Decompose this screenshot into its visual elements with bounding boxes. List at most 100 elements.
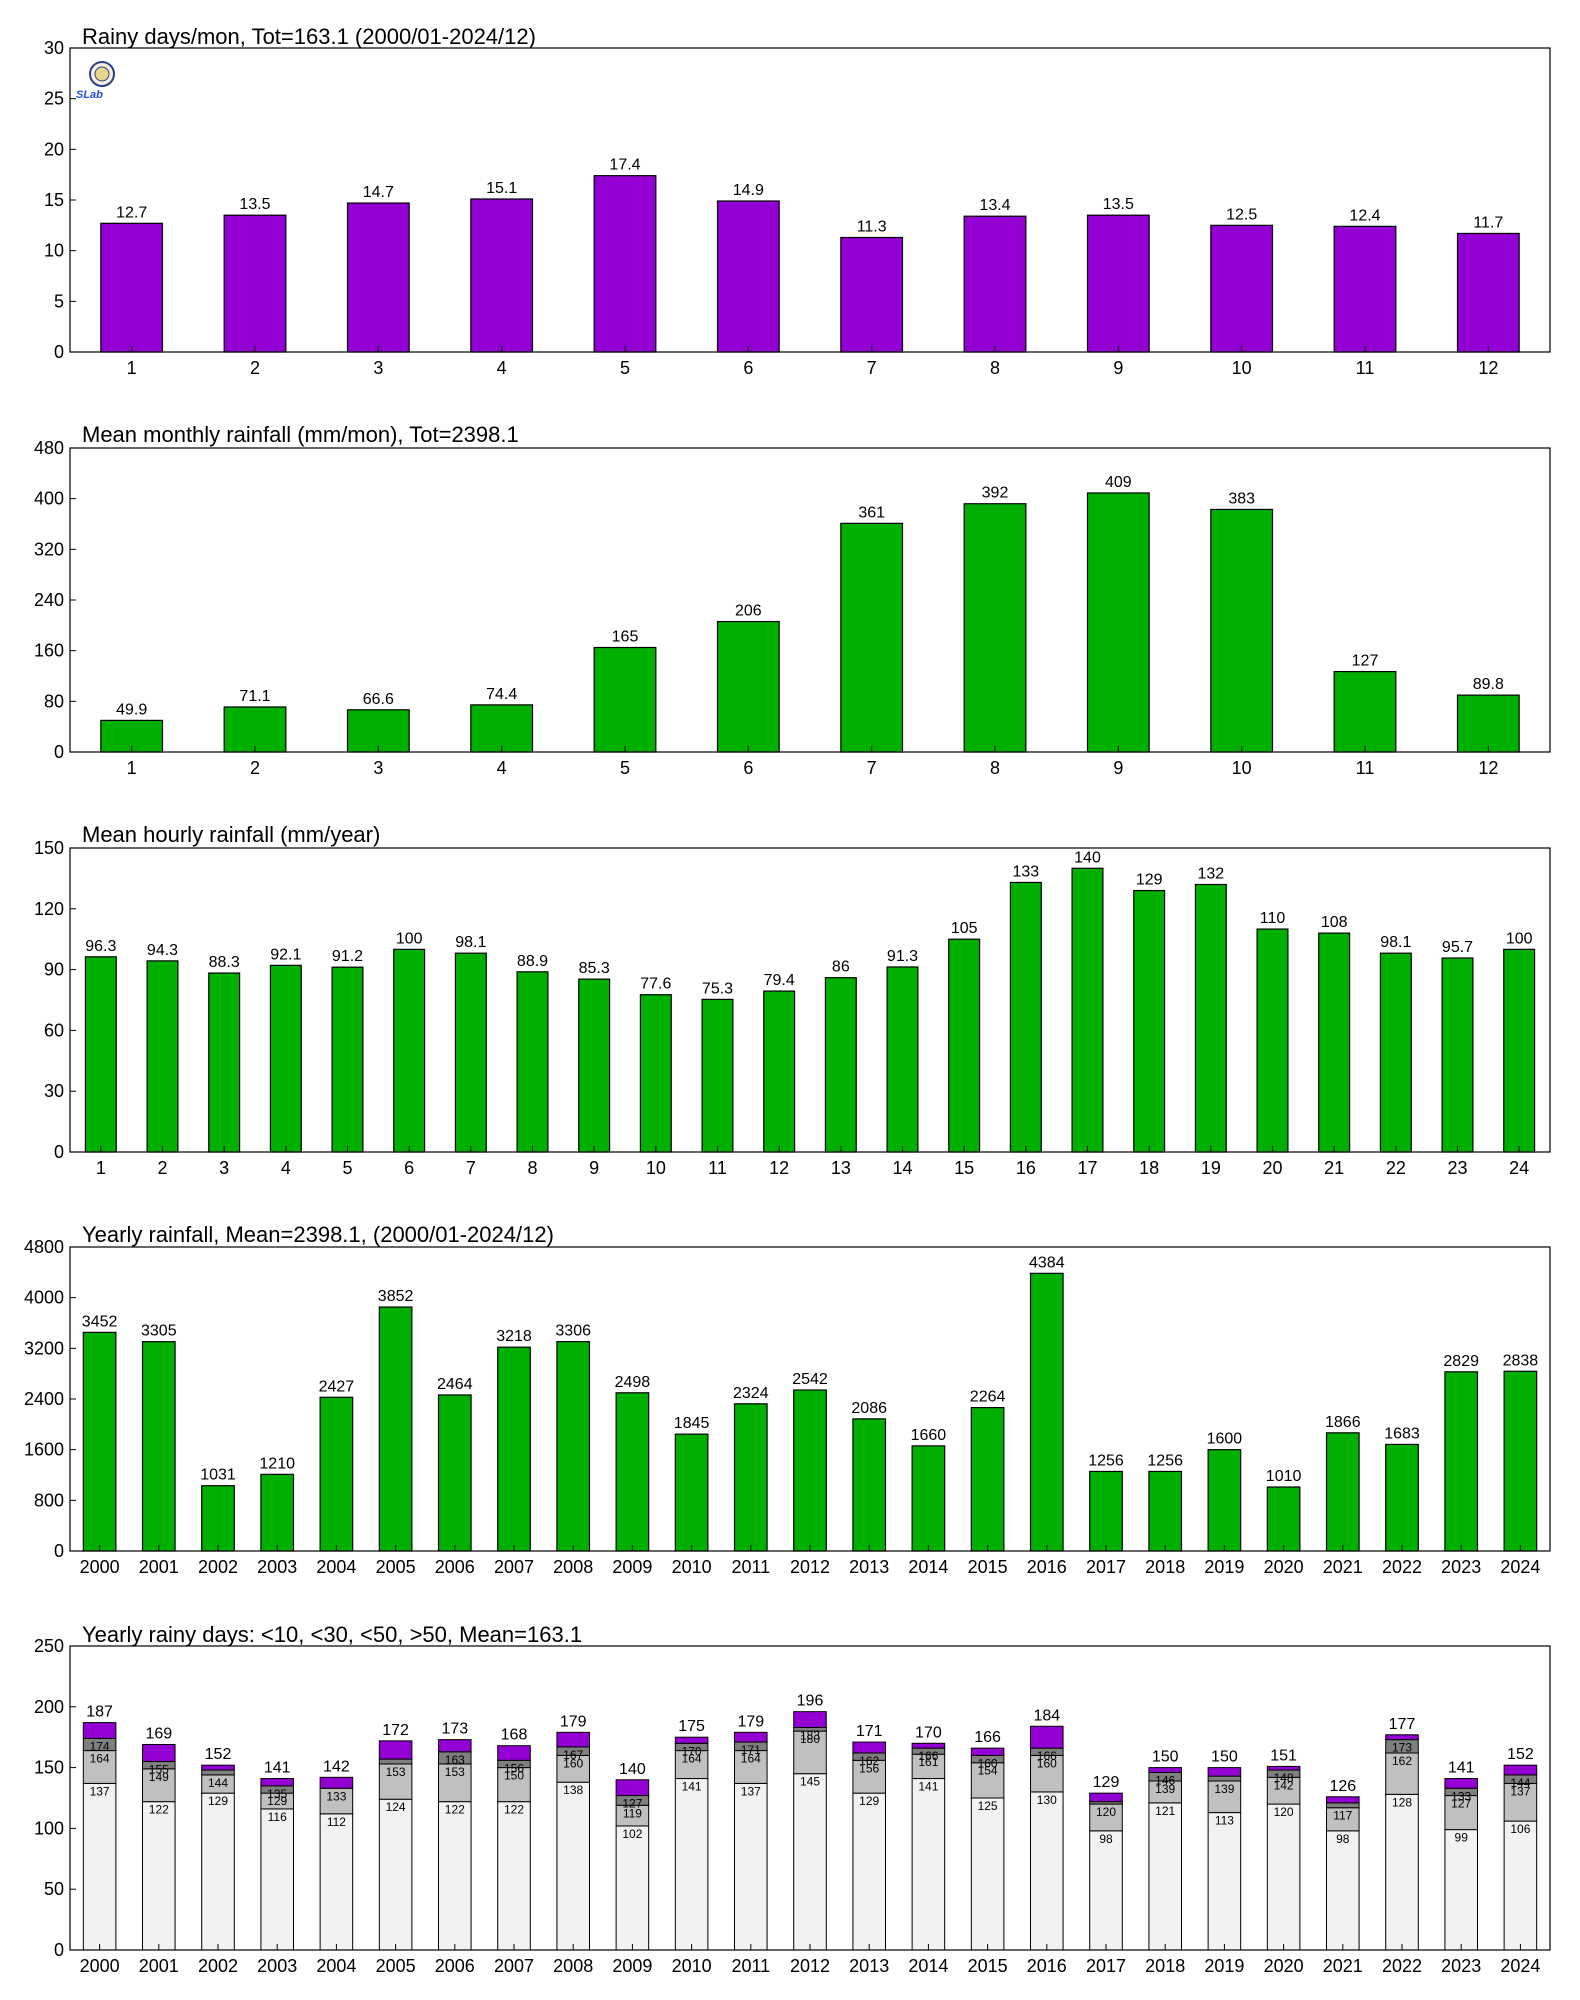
bar-value-label: 3305	[141, 1323, 177, 1340]
x-tick-label: 2019	[1204, 1956, 1244, 1976]
bar	[201, 1485, 235, 1552]
x-tick-label: 3	[219, 1158, 229, 1178]
bar-segment-lt30	[1030, 1754, 1064, 1793]
y-tick-label: 0	[54, 1142, 64, 1162]
x-tick-label: 2017	[1086, 1956, 1126, 1976]
bar-value-label: 4384	[1029, 1254, 1065, 1271]
x-tick-label: 1	[127, 358, 137, 378]
stack-label-lt30: 164	[682, 1752, 702, 1766]
bar-value-label: 1600	[1207, 1431, 1243, 1448]
stack-label-lt30: 164	[741, 1752, 761, 1766]
stack-label-lt30: 129	[267, 1794, 287, 1808]
stack-total-label: 187	[86, 1704, 113, 1721]
bar-segment-lt50	[1207, 1775, 1242, 1782]
bar-segment-lt10	[793, 1773, 827, 1951]
bar-segment-lt10	[378, 1798, 413, 1951]
bar-segment-lt30	[378, 1763, 413, 1800]
bar-segment-lt10	[734, 1782, 768, 1951]
x-tick-label: 2024	[1500, 1557, 1540, 1577]
bar-value-label: 2464	[437, 1376, 473, 1393]
bar	[470, 198, 534, 353]
x-tick-label: 2018	[1145, 1557, 1185, 1577]
bar-value-label: 132	[1197, 865, 1224, 882]
x-tick-label: 12	[769, 1158, 789, 1178]
stack-label-lt50: 156	[504, 1761, 524, 1775]
bar-segment-lt10	[260, 1808, 294, 1951]
x-tick-label: 7	[466, 1158, 476, 1178]
bar-value-label: 98.1	[455, 934, 486, 951]
x-tick-label: 18	[1139, 1158, 1159, 1178]
bar	[1071, 867, 1104, 1153]
bar-segment-lt10	[497, 1801, 531, 1951]
plot-frame	[69, 47, 1551, 353]
x-tick-label: 2023	[1441, 1557, 1481, 1577]
bar	[593, 646, 657, 753]
bar	[593, 175, 657, 353]
x-tick-label: 2019	[1204, 1557, 1244, 1577]
x-tick-label: 2014	[908, 1956, 948, 1976]
x-tick-label: 2018	[1145, 1956, 1185, 1976]
bar	[701, 998, 734, 1153]
bar	[1148, 1470, 1183, 1552]
bar-value-label: 133	[1012, 863, 1039, 880]
y-tick-label: 20	[44, 139, 64, 159]
stack-label-lt50: 155	[149, 1763, 169, 1777]
bar-segment-lt10	[142, 1801, 176, 1951]
bar	[1009, 881, 1042, 1153]
bar	[852, 1418, 887, 1552]
stack-label-lt50: 144	[1510, 1776, 1530, 1790]
bar	[1503, 948, 1536, 1153]
chart-2-title: Mean monthly rainfall (mm/mon), Tot=2398…	[82, 422, 519, 447]
plot-frame	[69, 447, 1551, 753]
bar	[1194, 883, 1227, 1153]
y-tick-label: 200	[34, 1697, 64, 1717]
bar-value-label: 79.4	[764, 972, 795, 989]
bar-segment-gt50	[497, 1745, 531, 1761]
bar	[1133, 889, 1166, 1153]
bar-segment-lt10	[556, 1781, 590, 1951]
stack-label-lt50: 160	[978, 1756, 998, 1770]
bar	[1029, 1272, 1064, 1552]
bar-value-label: 13.5	[239, 196, 270, 213]
y-tick-label: 150	[34, 1758, 64, 1778]
x-tick-label: 7	[867, 758, 877, 778]
stack-label-lt10: 98	[1099, 1832, 1113, 1846]
x-tick-label: 6	[743, 358, 753, 378]
stack-label-lt30: 153	[445, 1765, 465, 1779]
y-tick-label: 90	[44, 960, 64, 980]
bar-value-label: 88.9	[517, 953, 548, 970]
bar	[146, 960, 179, 1153]
x-tick-label: 6	[743, 758, 753, 778]
bar	[733, 1403, 768, 1552]
x-tick-label: 14	[892, 1158, 912, 1178]
bar	[1441, 957, 1474, 1153]
x-tick-label: 4	[281, 1158, 291, 1178]
bar-value-label: 17.4	[609, 157, 640, 174]
bar	[674, 1433, 709, 1552]
stack-label-lt50: 148	[1274, 1771, 1294, 1785]
bar-value-label: 96.3	[85, 938, 116, 955]
bar-segment-lt30	[438, 1763, 472, 1803]
bar-segment-lt10	[615, 1825, 650, 1951]
stack-label-lt30: 144	[208, 1776, 228, 1790]
x-tick-label: 2004	[316, 1956, 356, 1976]
bar	[223, 706, 287, 753]
y-tick-label: 80	[44, 691, 64, 711]
bar-segment-gt50	[674, 1736, 709, 1744]
stack-label-lt10: 128	[1392, 1795, 1412, 1809]
stack-label-lt10: 122	[504, 1803, 524, 1817]
bar-segment-lt30	[970, 1762, 1005, 1799]
bar-segment-gt50	[852, 1741, 886, 1754]
bar-value-label: 91.3	[887, 948, 918, 965]
x-tick-label: 2022	[1382, 1956, 1422, 1976]
x-tick-label: 2012	[790, 1557, 830, 1577]
y-tick-label: 160	[34, 641, 64, 661]
x-tick-label: 2016	[1027, 1557, 1067, 1577]
x-tick-label: 10	[1232, 358, 1252, 378]
stack-label-lt10: 121	[1155, 1804, 1175, 1818]
bar-segment-lt50	[201, 1769, 235, 1776]
stack-total-label: 142	[323, 1758, 350, 1775]
bar	[346, 202, 410, 353]
x-tick-label: 5	[620, 358, 630, 378]
bar-value-label: 108	[1321, 914, 1348, 931]
